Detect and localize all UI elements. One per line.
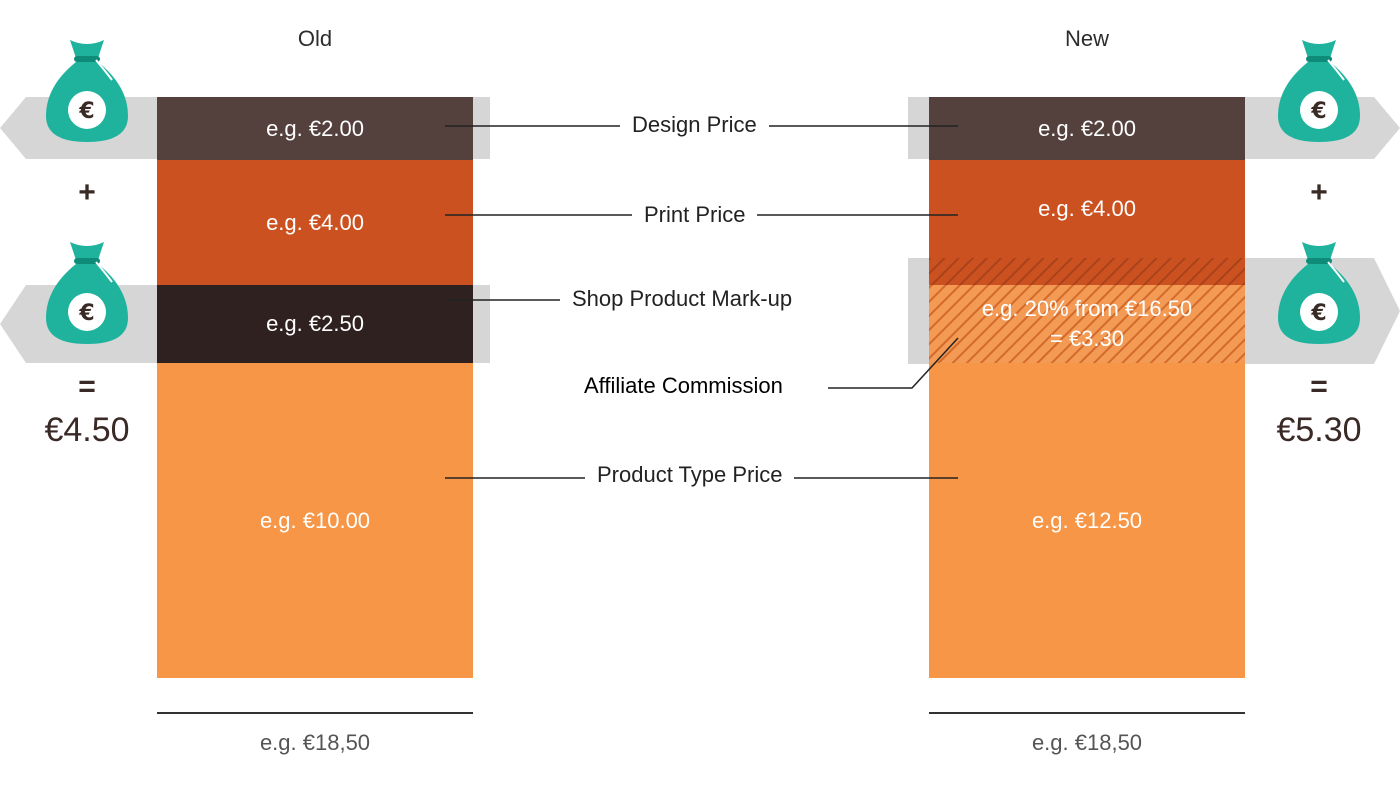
old-design-value: e.g. €2.00	[266, 115, 364, 141]
new-commission-segment: e.g. 20% from €16.50 = €3.30	[929, 285, 1245, 363]
new-print-value: e.g. €4.00	[1038, 196, 1136, 221]
old-product-type-value: e.g. €10.00	[259, 507, 371, 533]
old-print-value: e.g. €4.00	[266, 209, 364, 235]
old-design-segment: e.g. €2.00	[157, 97, 473, 160]
affiliate-commission-label: Affiliate Commission	[584, 373, 783, 399]
new-commission-hatch	[929, 258, 1245, 363]
new-design-value: e.g. €2.00	[1038, 115, 1136, 141]
new-earnings-total: €5.30	[1276, 411, 1362, 449]
svg-text:€: €	[1310, 301, 1326, 326]
new-design-segment: e.g. €2.00	[929, 97, 1245, 160]
old-print-segment: e.g. €4.00	[157, 160, 473, 285]
old-markup-segment: e.g. €2.50	[157, 285, 473, 363]
shop-markup-label: Shop Product Mark-up	[562, 286, 803, 312]
old-total-line	[157, 712, 473, 714]
new-total-line	[929, 712, 1245, 714]
new-product-type-value: e.g. €12.50	[1031, 507, 1143, 533]
new-column-title: New	[1064, 26, 1109, 51]
old-plus-sign: +	[78, 176, 96, 209]
print-price-label: Print Price	[632, 202, 758, 228]
old-product-type-segment: e.g. €10.00	[157, 363, 473, 678]
old-earnings-total: €4.50	[44, 411, 130, 449]
design-price-label: Design Price	[620, 112, 769, 138]
svg-text:€: €	[78, 301, 94, 326]
svg-text:€: €	[78, 99, 94, 124]
old-equals-sign: =	[78, 370, 96, 403]
new-equals-sign: =	[1310, 370, 1328, 403]
new-commission-value-line1: e.g. 20% from €16.50	[981, 296, 1193, 321]
money-bag-icon: €	[1274, 238, 1364, 348]
money-bag-icon: €	[42, 36, 132, 146]
new-product-type-segment: e.g. €12.50	[929, 363, 1245, 678]
svg-text:€: €	[1310, 99, 1326, 124]
old-total: e.g. €18,50	[259, 730, 371, 755]
new-total: e.g. €18,50	[1031, 730, 1143, 755]
old-column-title: Old	[297, 26, 333, 51]
new-print-segment: e.g. €4.00	[929, 160, 1245, 258]
money-bag-icon: €	[1274, 36, 1364, 146]
product-type-price-label: Product Type Price	[585, 462, 795, 488]
old-markup-value: e.g. €2.50	[266, 311, 364, 336]
new-commission-value-line2: = €3.30	[1049, 326, 1124, 351]
new-plus-sign: +	[1310, 176, 1328, 209]
money-bag-icon: €	[42, 238, 132, 348]
